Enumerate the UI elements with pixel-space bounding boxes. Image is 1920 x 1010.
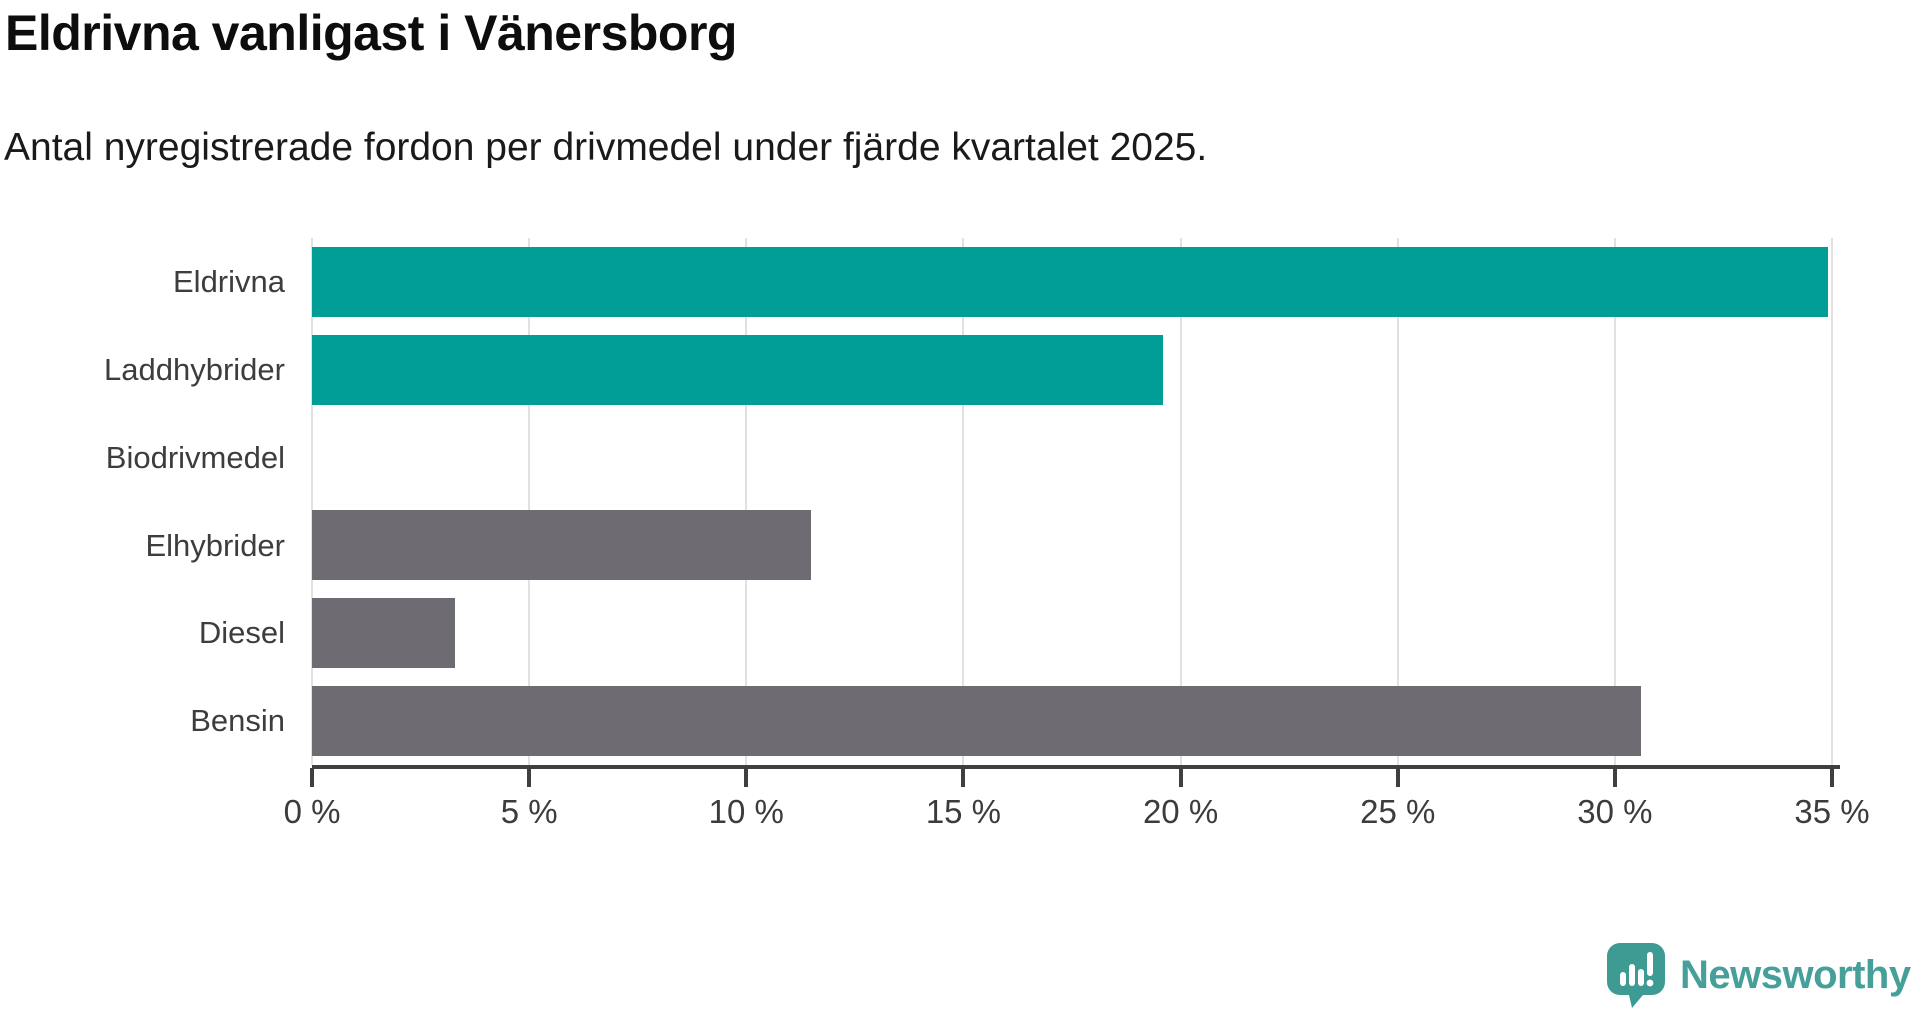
y-axis-label-diesel: Diesel <box>198 615 285 651</box>
x-axis-tick-20 <box>1178 768 1183 787</box>
x-tick-label: 15 % <box>925 793 1002 830</box>
x-axis-tick-30 <box>1612 768 1617 787</box>
y-axis-label-eldrivna: Eldrivna <box>173 264 285 299</box>
gridline-0 <box>311 238 313 765</box>
x-tick-label: 10 % <box>708 793 784 830</box>
x-axis-tick-35 <box>1830 768 1834 787</box>
bar-elhybrider <box>312 510 812 581</box>
x-axis-line <box>312 765 1840 769</box>
x-tick-label: 25 % <box>1360 793 1436 830</box>
bar-bensin <box>312 686 1641 757</box>
x-tick-label: 35 % <box>1794 793 1870 830</box>
chart-subtitle: Antal nyregistrerade fordon per drivmede… <box>4 126 1208 169</box>
brand-name: Newsworthy <box>1680 952 1911 997</box>
gridline-30 <box>1613 238 1616 765</box>
x-axis-tick-5 <box>527 768 532 787</box>
x-axis-tick-0 <box>310 768 314 787</box>
bar-eldrivna <box>312 246 1828 317</box>
x-tick-label: 20 % <box>1142 793 1219 830</box>
y-axis-label-bensin: Bensin <box>190 703 285 739</box>
x-tick-label: 5 % <box>500 793 558 830</box>
bar-diesel <box>312 598 456 669</box>
x-axis-tick-15 <box>961 768 966 787</box>
x-tick-label: 0 % <box>283 793 341 830</box>
x-axis-tick-10 <box>744 768 749 787</box>
gridline-5 <box>528 238 531 765</box>
newsworthy-bubble-chart-icon <box>1607 943 1665 1008</box>
newsworthy-logo: Newsworthy <box>1606 942 1911 1008</box>
gridline-25 <box>1396 238 1399 765</box>
y-axis-label-laddhybrider: Laddhybrider <box>104 351 285 387</box>
y-axis-label-biodrivmedel: Biodrivmedel <box>105 439 285 475</box>
y-axis-label-elhybrider: Elhybrider <box>145 527 285 563</box>
bar-laddhybrider <box>312 334 1164 405</box>
gridline-20 <box>1179 238 1182 765</box>
gridline-15 <box>962 238 965 765</box>
chart-title: Eldrivna vanligast i Vänersborg <box>5 5 737 61</box>
x-tick-label: 30 % <box>1577 793 1653 830</box>
x-axis-tick-25 <box>1395 768 1400 787</box>
gridline-35 <box>1831 238 1833 765</box>
gridline-10 <box>745 238 748 765</box>
